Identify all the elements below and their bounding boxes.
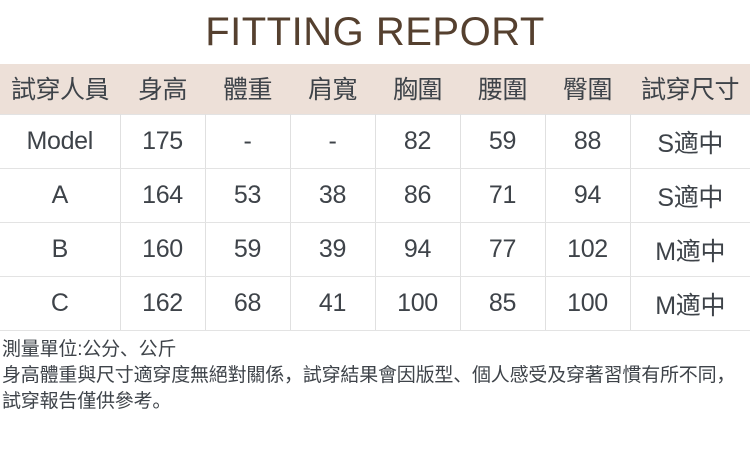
table-header: 試穿人員 身高 體重 肩寬 胸圍 腰圍 臀圍 試穿尺寸 [0,64,750,115]
cell-size: M適中 [629,276,750,331]
cell-weight: - [204,114,291,169]
column-header-size: 試穿尺寸 [630,64,750,115]
cell-waist: 71 [459,168,546,223]
table-row: A 164 53 38 86 71 94 S適中 [0,168,750,223]
cell-hip: 100 [544,276,631,331]
cell-size: S適中 [629,168,750,223]
column-header-shoulder: 肩寬 [290,64,375,115]
cell-height: 175 [119,114,206,169]
cell-hip: 94 [544,168,631,223]
cell-bust: 94 [374,222,461,277]
cell-weight: 53 [204,168,291,223]
column-header-height: 身高 [120,64,205,115]
cell-shoulder: 38 [289,168,376,223]
cell-bust: 100 [374,276,461,331]
cell-weight: 68 [204,276,291,331]
cell-waist: 59 [459,114,546,169]
cell-hip: 102 [544,222,631,277]
cell-size: S適中 [629,114,750,169]
cell-height: 164 [119,168,206,223]
cell-height: 160 [119,222,206,277]
table-row: C 162 68 41 100 85 100 M適中 [0,276,750,331]
cell-hip: 88 [544,114,631,169]
column-header-weight: 體重 [205,64,290,115]
cell-shoulder: 39 [289,222,376,277]
cell-weight: 59 [204,222,291,277]
table-header-row: 試穿人員 身高 體重 肩寬 胸圍 腰圍 臀圍 試穿尺寸 [0,64,750,115]
column-header-hip: 臀圍 [545,64,630,115]
cell-shoulder: - [289,114,376,169]
cell-bust: 86 [374,168,461,223]
table-row: Model 175 - - 82 59 88 S適中 [0,114,750,169]
cell-person: A [0,168,121,223]
note-measurement-units: 測量單位:公分、公斤 [2,339,177,360]
footer-notes: 測量單位:公分、公斤 身高體重與尺寸適穿度無絕對關係，試穿結果會因版型、個人感受… [0,331,750,416]
note-disclaimer: 身高體重與尺寸適穿度無絕對關係，試穿結果會因版型、個人感受及穿著習慣有所不同，試… [2,365,736,413]
cell-waist: 85 [459,276,546,331]
fitting-report-table: 試穿人員 身高 體重 肩寬 胸圍 腰圍 臀圍 試穿尺寸 Model 175 - … [0,64,750,331]
cell-waist: 77 [459,222,546,277]
page-title: FITTING REPORT [205,10,545,54]
cell-bust: 82 [374,114,461,169]
cell-person: Model [0,114,121,169]
cell-shoulder: 41 [289,276,376,331]
column-header-bust: 胸圍 [375,64,460,115]
table-body: Model 175 - - 82 59 88 S適中 A 164 53 38 8… [0,114,750,331]
column-header-person: 試穿人員 [0,64,120,115]
cell-height: 162 [119,276,206,331]
cell-person: C [0,276,121,331]
table-row: B 160 59 39 94 77 102 M適中 [0,222,750,277]
column-header-waist: 腰圍 [460,64,545,115]
cell-person: B [0,222,121,277]
cell-size: M適中 [629,222,750,277]
